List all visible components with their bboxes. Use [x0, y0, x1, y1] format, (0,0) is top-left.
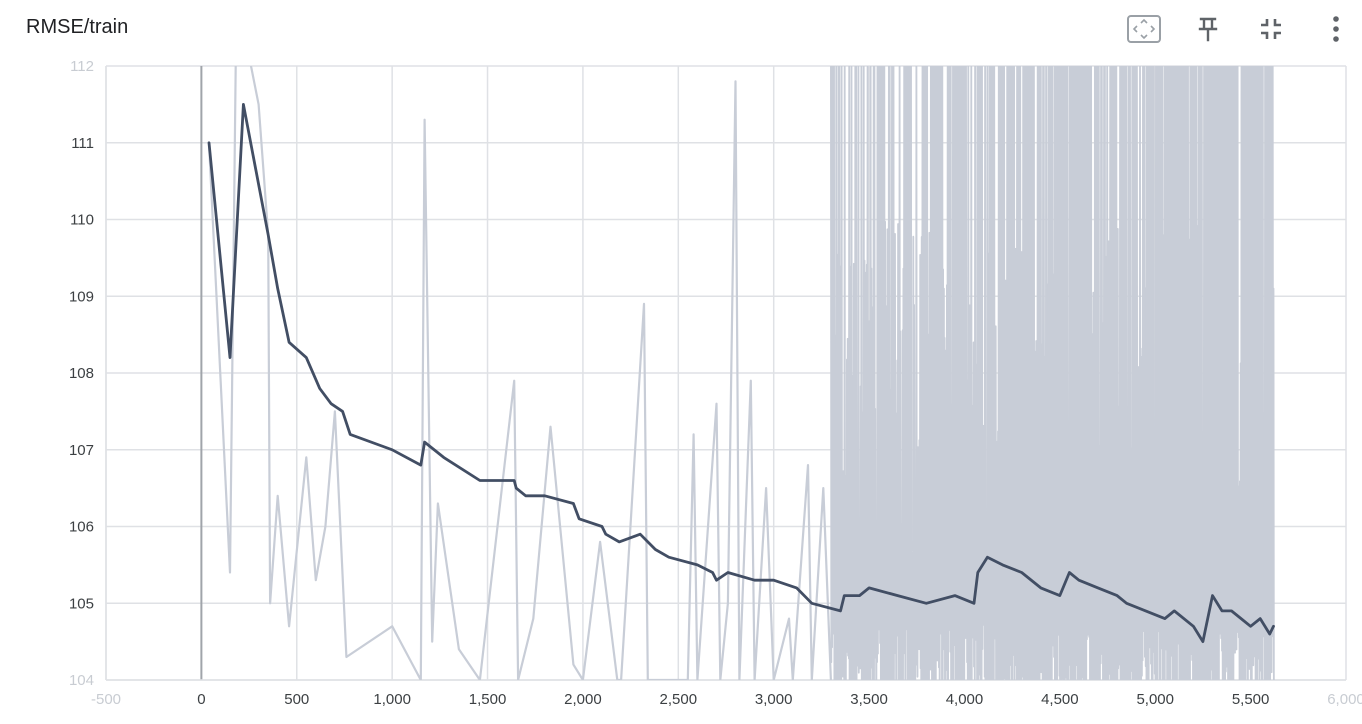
- x-tick-label: 2,000: [564, 691, 602, 708]
- y-axis-ticks: 112 111 110 109 108 107 106 105 104: [69, 58, 94, 689]
- x-axis-ticks: -500 0 500 1,000 1,500 2,000 2,500 3,000 3,500 4,…: [91, 691, 1362, 708]
- y-tick-label: 111: [71, 135, 94, 152]
- fit-domain-button[interactable]: [1126, 12, 1162, 46]
- raw-series-group: [207, 66, 1275, 680]
- chart-title: RMSE/train: [26, 16, 129, 38]
- x-tick-label: 4,500: [1041, 691, 1079, 708]
- smoothed-series-line: [207, 103, 1275, 643]
- pin-icon: [1198, 17, 1218, 42]
- card-header: RMSE/train: [0, 0, 1362, 58]
- smoothed-series-group: [207, 103, 1275, 643]
- more-vert-icon: [1333, 16, 1339, 42]
- raw-series-line: [207, 66, 832, 680]
- pin-button[interactable]: [1190, 12, 1226, 46]
- x-tick-label: 5,500: [1232, 691, 1270, 708]
- y-tick-label: 108: [69, 365, 94, 382]
- y-tick-label: 112: [70, 58, 94, 75]
- more-options-button[interactable]: [1318, 12, 1354, 46]
- x-tick-label: 0: [197, 691, 205, 708]
- y-tick-label: 109: [69, 288, 94, 305]
- x-tick-label: 5,000: [1136, 691, 1174, 708]
- y-tick-label: 106: [69, 519, 94, 536]
- x-tick-label: 1,500: [469, 691, 507, 708]
- x-tick-label: 4,000: [946, 691, 984, 708]
- x-tick-label: 500: [284, 691, 309, 708]
- x-tick-label: 3,000: [755, 691, 793, 708]
- x-tick-label: 2,500: [660, 691, 698, 708]
- y-tick-label: 107: [69, 442, 94, 459]
- y-tick-label: 110: [70, 212, 94, 229]
- x-tick-label: 1,000: [373, 691, 411, 708]
- collapse-icon: [1261, 19, 1281, 39]
- raw-series-noise: [830, 66, 1275, 680]
- collapse-button[interactable]: [1253, 12, 1289, 46]
- y-tick-label: 105: [69, 595, 94, 612]
- x-tick-label: -500: [91, 691, 121, 708]
- fit-domain-icon: [1127, 15, 1161, 43]
- x-tick-label: 3,500: [850, 691, 888, 708]
- y-tick-label: 104: [69, 672, 94, 689]
- x-tick-label: 6,000: [1327, 691, 1362, 708]
